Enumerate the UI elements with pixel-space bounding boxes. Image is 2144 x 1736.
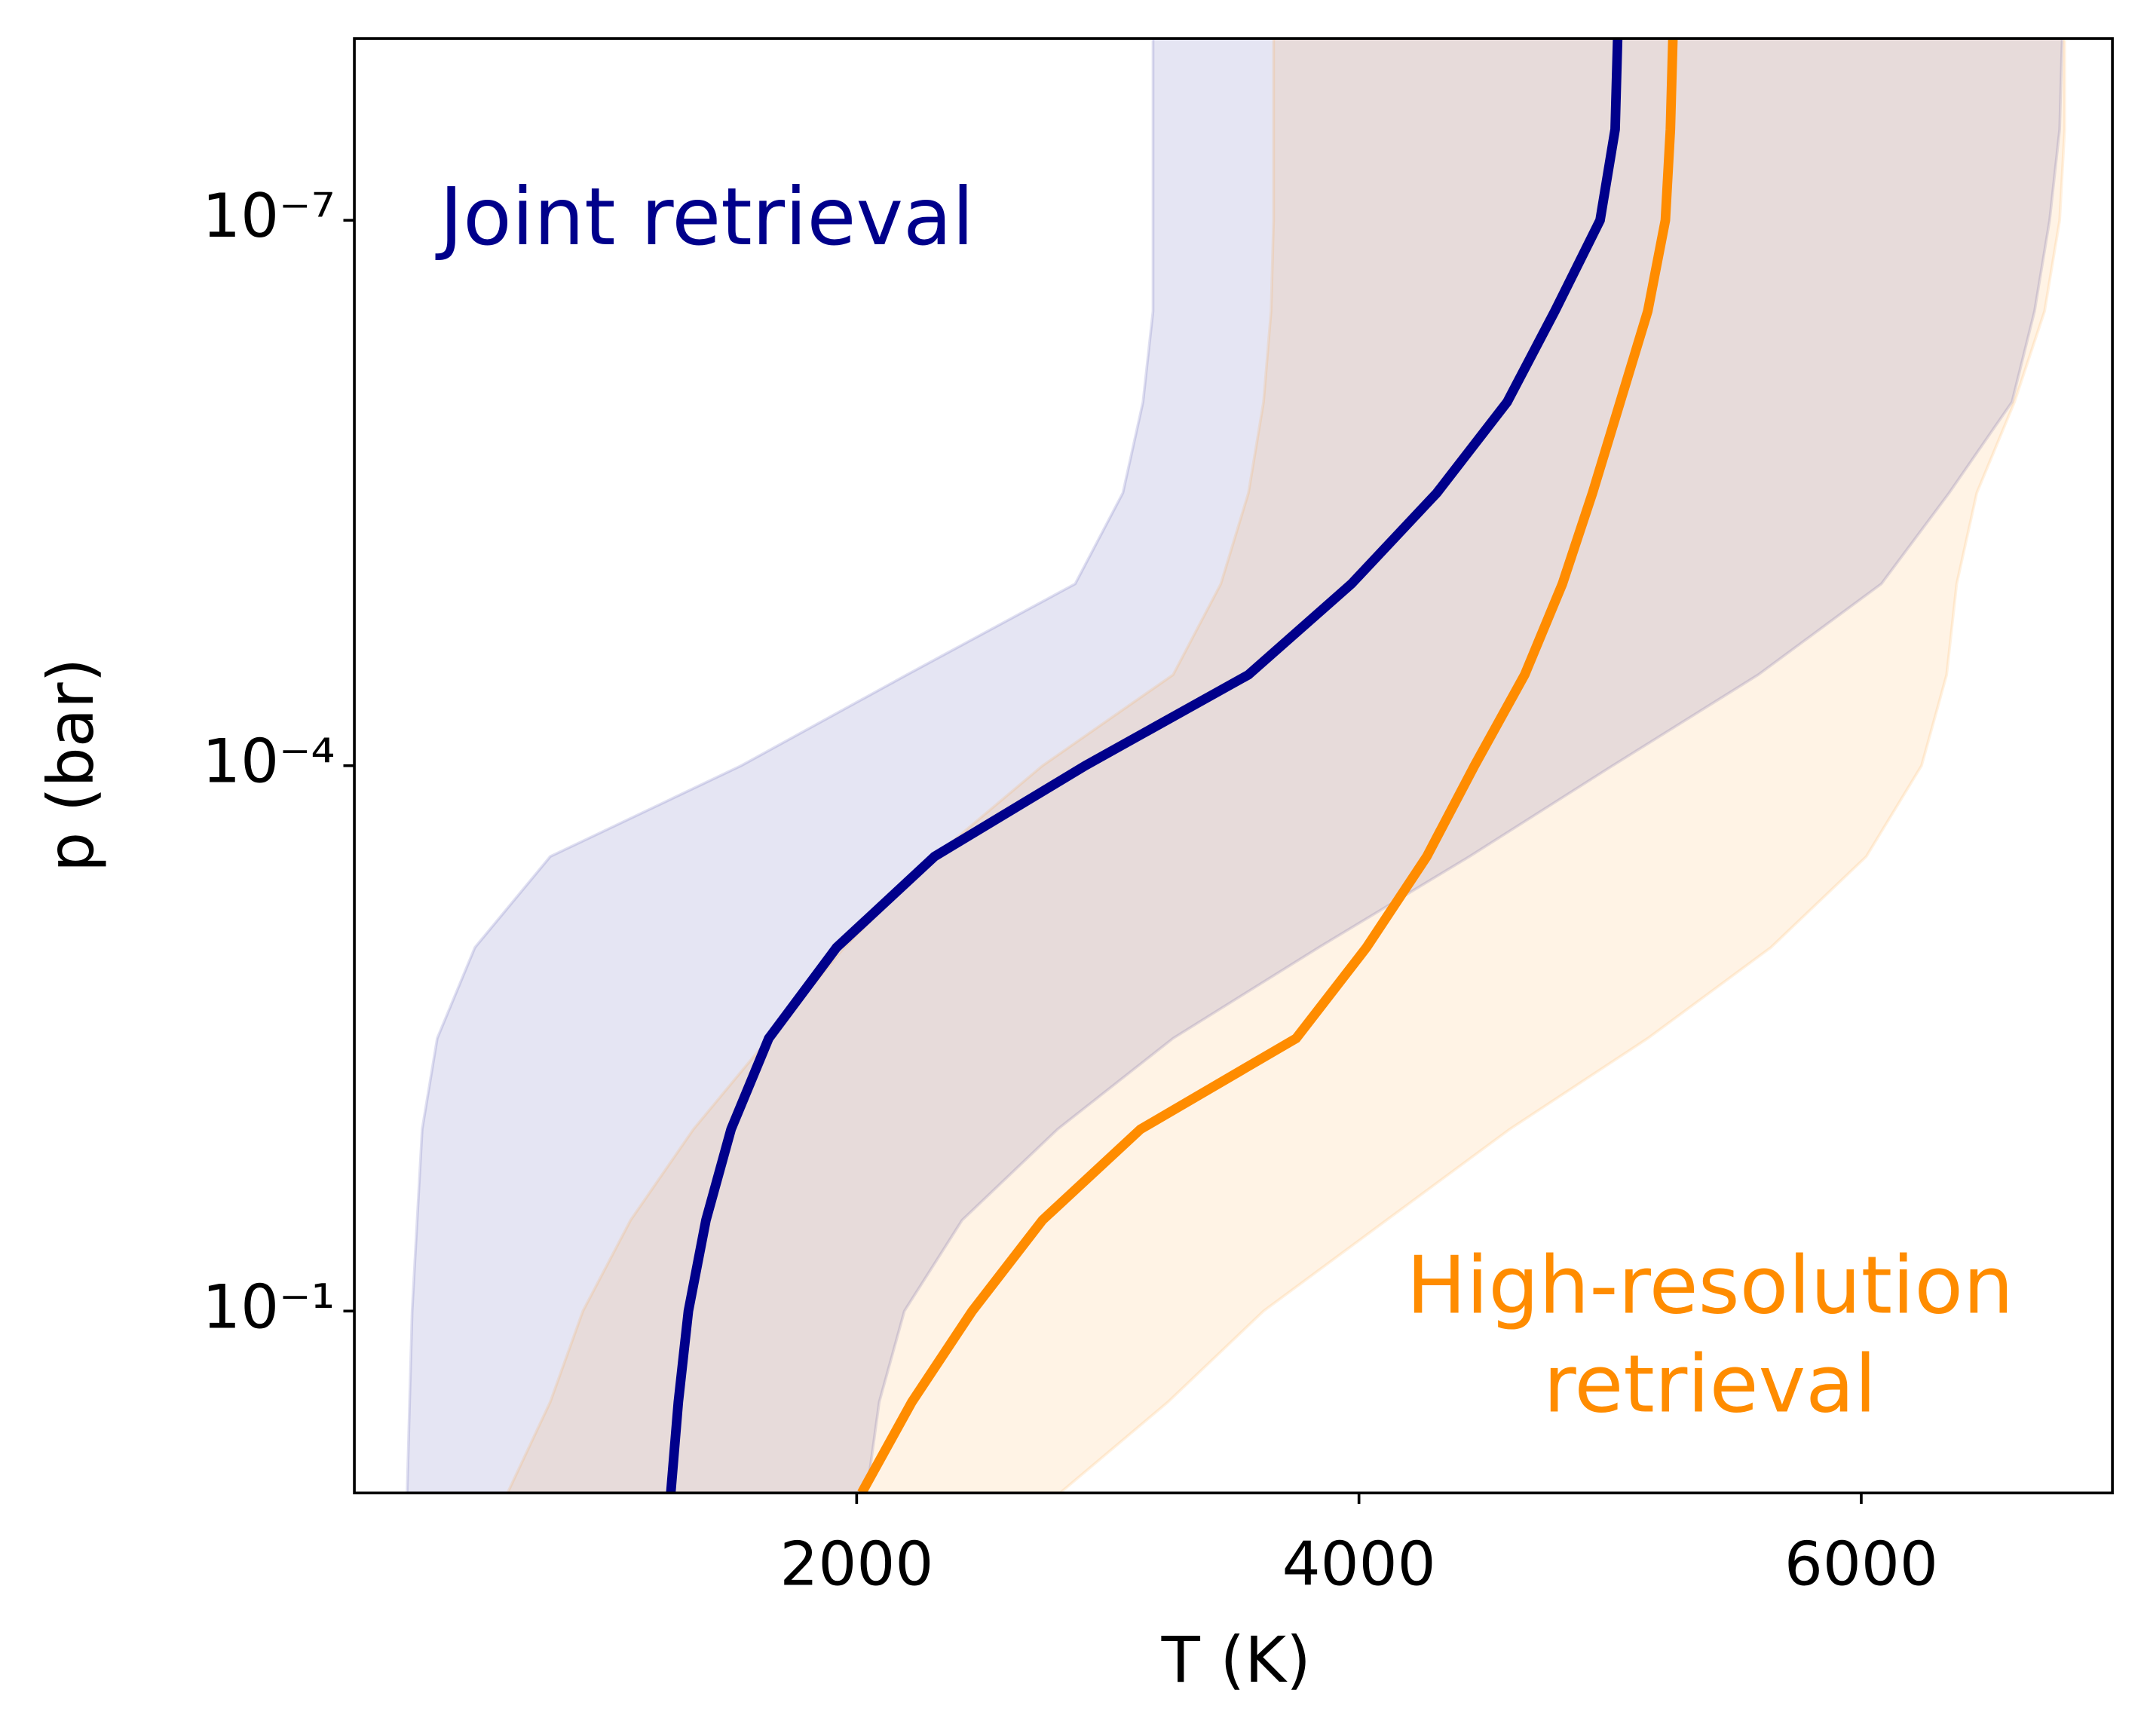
x-axis-label: T (K) (1161, 1623, 1311, 1697)
line (857, 38, 1678, 1493)
uncertainty-band (406, 38, 2064, 1493)
y-axis-label: p (bar) (34, 658, 108, 872)
series-annotation: Joint retrieval (435, 170, 974, 263)
y-tick-label: 10⁻¹ (202, 1272, 335, 1342)
x-tick-label: 4000 (1282, 1529, 1436, 1600)
uncertainty-band (506, 38, 2066, 1493)
y-tick-label: 10⁻⁷ (202, 181, 335, 251)
x-tick-label: 6000 (1784, 1529, 1938, 1600)
x-tick-label: 2000 (779, 1529, 933, 1600)
y-tick-label: 10⁻⁴ (202, 727, 335, 797)
series-annotation: retrieval (1543, 1338, 1876, 1431)
series-annotation: High-resolution (1407, 1238, 2014, 1331)
line (666, 38, 1623, 1493)
